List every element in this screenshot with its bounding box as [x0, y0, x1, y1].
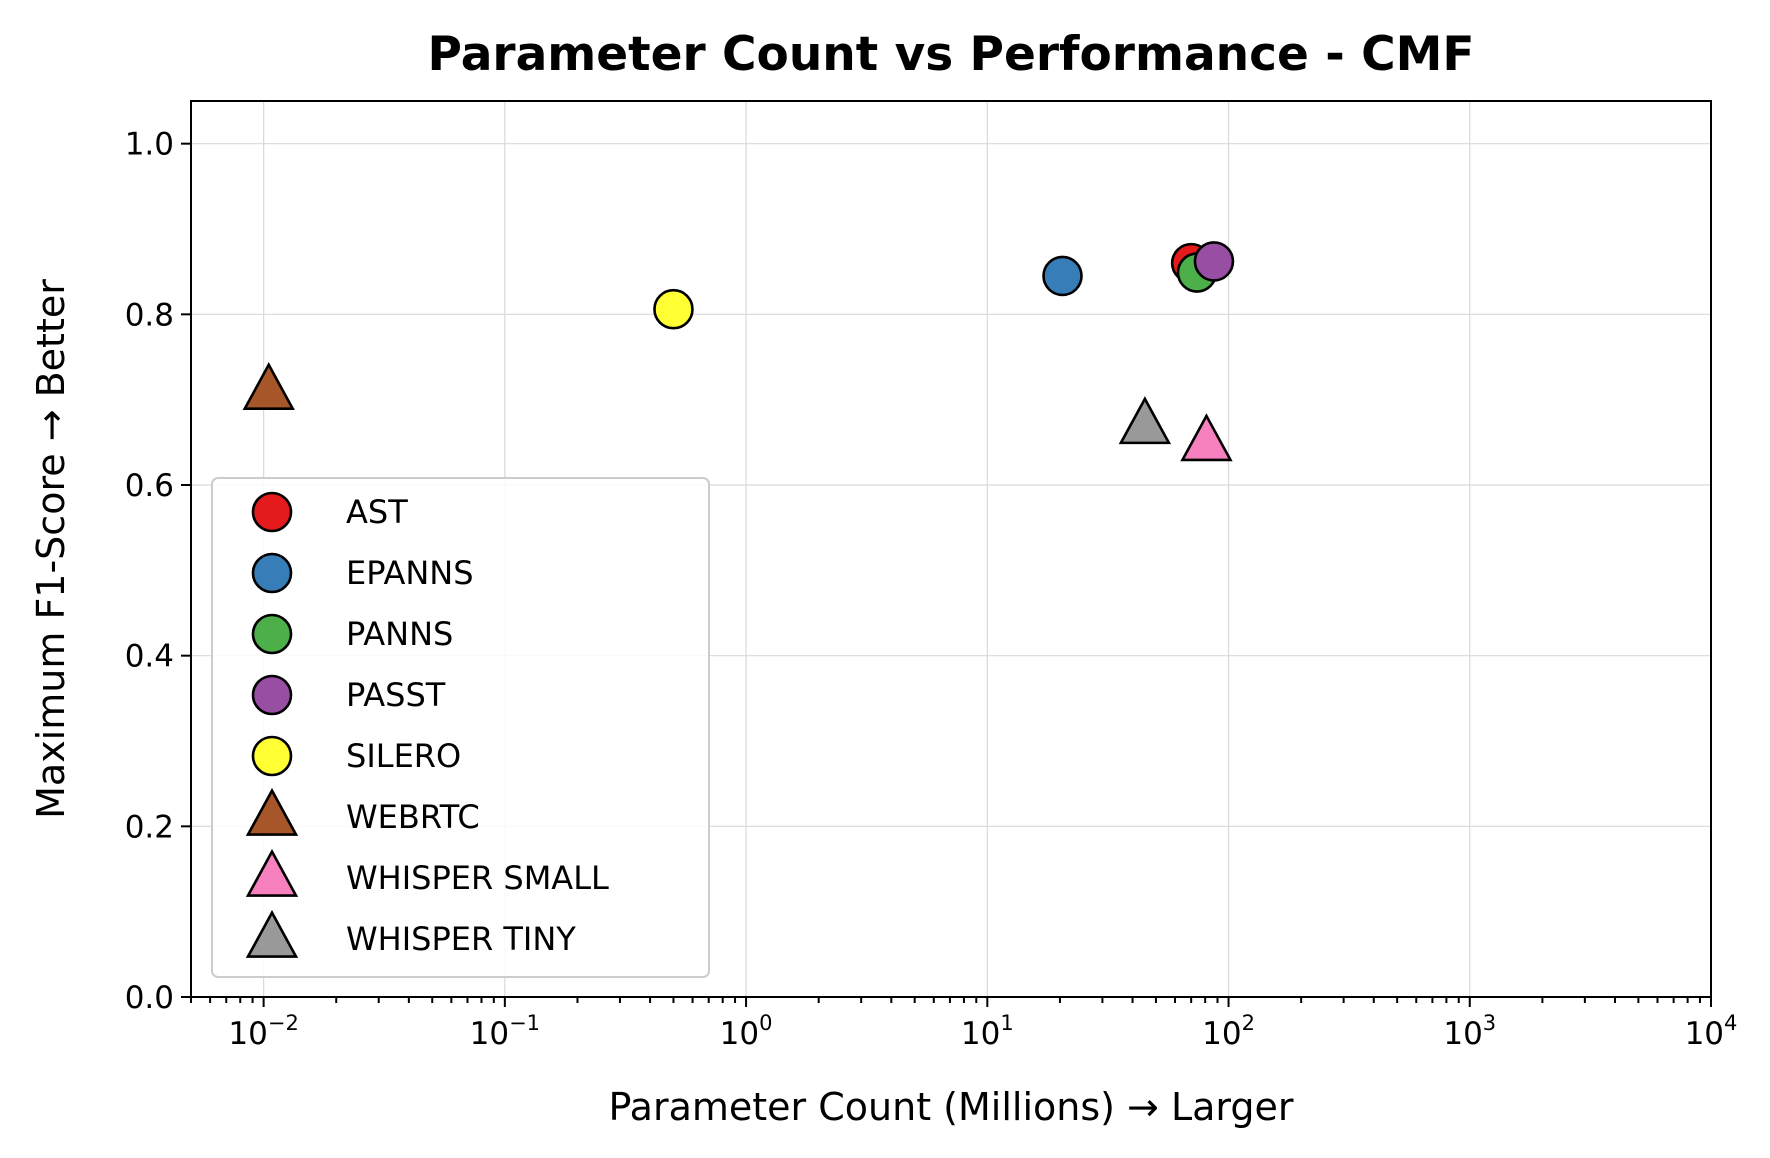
- data-point-webrtc: [242, 362, 295, 411]
- x-tick-label: 101: [961, 1011, 1014, 1052]
- legend-label: PANNS: [346, 615, 453, 653]
- legend-marker-silero: [251, 735, 293, 777]
- y-tick-label: 0.6: [125, 468, 174, 504]
- legend-marker-ast: [251, 491, 293, 533]
- data-point-whisper-tiny: [1118, 396, 1172, 445]
- legend-marker-whisper-tiny: [245, 909, 299, 958]
- x-tick-label: 103: [1443, 1011, 1496, 1052]
- legend-marker-passt: [251, 674, 293, 716]
- data-point-whisper-small: [1180, 413, 1233, 462]
- y-axis-label: Maximum F1-Score → Better: [29, 279, 73, 819]
- x-axis-label: Parameter Count (Millions) → Larger: [608, 1085, 1293, 1129]
- legend-label: WHISPER SMALL: [346, 859, 609, 897]
- chart-title: Parameter Count vs Performance - CMF: [428, 27, 1475, 82]
- data-point-epanns: [1042, 255, 1083, 297]
- legend-label: PASST: [346, 676, 446, 714]
- legend-marker-panns: [251, 613, 293, 655]
- legend-marker-webrtc: [245, 787, 299, 836]
- y-tick-label: 0.2: [125, 809, 174, 845]
- y-tick-label: 0.4: [125, 639, 174, 675]
- legend-label: SILERO: [346, 737, 461, 775]
- legend-label: EPANNS: [346, 554, 474, 592]
- legend-marker-epanns: [251, 552, 293, 594]
- x-tick-label: 10−2: [228, 1011, 298, 1052]
- data-markers: [242, 241, 1235, 462]
- data-point-passt: [1193, 241, 1235, 282]
- y-tick-label: 1.0: [125, 127, 174, 163]
- legend-box: [211, 477, 710, 978]
- legend-label: AST: [346, 493, 408, 531]
- legend: AST EPANNS PANNS PASST SILERO WEBRTC WHISPER S…: [211, 477, 710, 978]
- legend-label: WHISPER TINY: [346, 920, 576, 958]
- x-tick-label: 10−1: [470, 1011, 540, 1052]
- data-point-silero: [653, 288, 694, 330]
- legend-marker-whisper-small: [245, 848, 299, 897]
- y-tick-label: 0.8: [125, 297, 174, 333]
- x-tick-label: 102: [1202, 1011, 1255, 1052]
- legend-label: WEBRTC: [346, 798, 480, 836]
- y-tick-label: 0.0: [125, 980, 174, 1016]
- axis-ticks: 10−2 10−1 100 101 102 103 104 0.0 0.2 0.4 0.6 0.8 1.…: [125, 127, 1738, 1052]
- x-tick-label: 104: [1685, 1011, 1738, 1052]
- x-tick-label: 100: [720, 1011, 773, 1052]
- plot-area-frame: [190, 100, 1712, 998]
